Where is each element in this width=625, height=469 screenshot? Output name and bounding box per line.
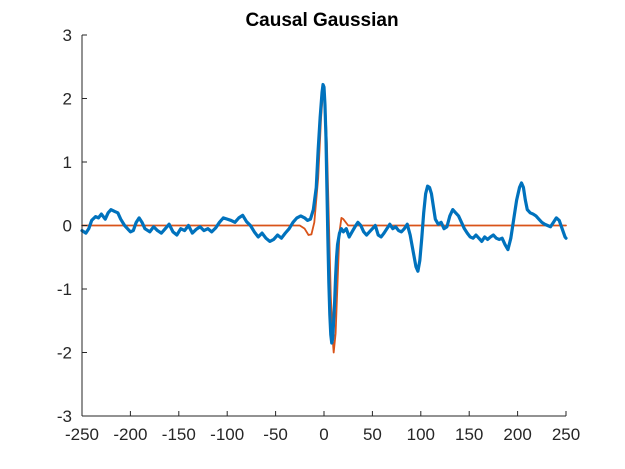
x-tick-label: 200: [503, 425, 531, 444]
y-tick-label: -3: [57, 407, 72, 426]
x-tick-label: 100: [407, 425, 435, 444]
axes-layer: -250 -200 -150 -100 -50 0 50 100 150 200 250 -3 -2 -1…: [57, 26, 580, 444]
y-tick-label: -2: [57, 344, 72, 363]
series-layer: [80, 82, 568, 354]
x-tick-label: 150: [455, 425, 483, 444]
y-tick-label: 0: [63, 217, 72, 236]
y-tick-label: 3: [63, 26, 72, 45]
y-tick-label: 2: [63, 90, 72, 109]
x-tick-label: -150: [162, 425, 196, 444]
chart-title: Causal Gaussian: [245, 10, 398, 31]
y-tick-label: 1: [63, 153, 72, 172]
x-tick-label: 250: [552, 425, 580, 444]
x-tick-label: -100: [210, 425, 244, 444]
x-tick-label: -50: [263, 425, 288, 444]
series-line-noisy: [80, 82, 568, 345]
x-tick-label: -200: [113, 425, 147, 444]
x-tick-label: -250: [65, 425, 99, 444]
x-tick-label: 50: [363, 425, 382, 444]
y-tick-label: -1: [57, 280, 72, 299]
x-tick-label: 0: [319, 425, 328, 444]
